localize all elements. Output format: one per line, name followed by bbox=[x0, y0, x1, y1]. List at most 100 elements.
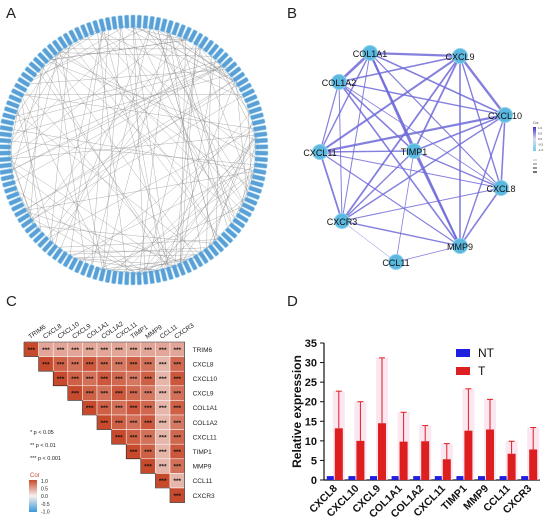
node-marker bbox=[253, 162, 268, 169]
network-node bbox=[2, 179, 16, 188]
node-marker bbox=[252, 168, 267, 175]
gene-node bbox=[362, 45, 378, 61]
network-edge bbox=[8, 31, 175, 160]
node-marker bbox=[232, 217, 246, 229]
network-node bbox=[252, 168, 267, 175]
node-marker bbox=[221, 56, 234, 69]
network-node bbox=[3, 185, 18, 194]
bar-t bbox=[421, 441, 430, 480]
node-marker bbox=[8, 196, 22, 206]
colorbar-title: Cor bbox=[30, 473, 40, 479]
significance-mark: *** bbox=[115, 434, 123, 441]
node-marker bbox=[98, 18, 107, 33]
node-marker bbox=[248, 185, 263, 194]
network-node bbox=[154, 16, 162, 31]
network-edge bbox=[114, 111, 253, 274]
network-edge bbox=[144, 45, 202, 275]
node-marker bbox=[28, 61, 42, 73]
significance-note: ** p < 0.01 bbox=[30, 443, 56, 449]
node-marker bbox=[207, 243, 220, 257]
node-marker bbox=[11, 88, 25, 98]
network-node bbox=[74, 26, 84, 41]
significance-mark: *** bbox=[101, 405, 109, 412]
legend-title: Cor bbox=[533, 121, 539, 125]
node-marker bbox=[176, 262, 186, 276]
node-marker bbox=[3, 185, 18, 194]
network-node bbox=[0, 125, 14, 132]
network-node bbox=[235, 77, 249, 88]
network-node bbox=[0, 137, 12, 144]
network-edge bbox=[179, 36, 186, 266]
network-node bbox=[148, 15, 155, 30]
network-node bbox=[68, 29, 79, 43]
colorbar-bar bbox=[29, 480, 37, 512]
significance-mark: *** bbox=[174, 449, 182, 456]
network-edge bbox=[338, 81, 415, 152]
bar-nt bbox=[478, 476, 485, 480]
network-node bbox=[11, 88, 25, 98]
network-edge bbox=[49, 42, 70, 244]
node-marker bbox=[187, 257, 198, 271]
node-marker bbox=[246, 100, 260, 109]
network-edge bbox=[8, 73, 233, 136]
network-edge bbox=[69, 164, 258, 258]
significance-mark: *** bbox=[101, 391, 109, 398]
gene-node-label: CXCL8 bbox=[486, 184, 515, 194]
significance-mark: *** bbox=[144, 405, 152, 412]
node-marker bbox=[37, 235, 50, 248]
network-edge bbox=[132, 24, 169, 270]
network-edge bbox=[114, 26, 237, 222]
node-marker bbox=[86, 264, 95, 279]
network-edge bbox=[23, 210, 186, 264]
network-node bbox=[42, 47, 54, 60]
network-edge bbox=[97, 30, 246, 206]
network-edge bbox=[91, 26, 152, 268]
network-node bbox=[244, 94, 258, 104]
colorbar-tick: -1.0 bbox=[41, 509, 50, 515]
node-marker bbox=[235, 212, 249, 223]
significance-mark: *** bbox=[130, 405, 138, 412]
row-label: MMP9 bbox=[193, 464, 212, 471]
network-node bbox=[62, 254, 73, 268]
network-node bbox=[198, 251, 209, 265]
node-marker bbox=[24, 66, 38, 78]
network-node bbox=[32, 231, 45, 244]
node-marker bbox=[104, 16, 112, 31]
node-marker bbox=[0, 131, 13, 138]
network-edge bbox=[120, 25, 243, 90]
network-node bbox=[46, 243, 59, 257]
network-edge bbox=[179, 34, 233, 226]
network-node bbox=[86, 264, 95, 279]
node-marker bbox=[74, 259, 84, 274]
network-node bbox=[252, 125, 267, 132]
significance-note: *** p < 0.001 bbox=[30, 456, 61, 462]
bar-t bbox=[486, 429, 494, 480]
node-marker bbox=[187, 29, 198, 43]
node-marker bbox=[198, 35, 209, 49]
network-edge bbox=[49, 56, 197, 258]
network-edge bbox=[30, 94, 246, 222]
network-node bbox=[165, 19, 174, 34]
significance-mark: *** bbox=[115, 391, 123, 398]
network-edge bbox=[10, 64, 225, 124]
network-node bbox=[254, 144, 269, 150]
node-marker bbox=[254, 156, 269, 163]
network-node bbox=[3, 106, 18, 115]
legend-tick: -0.5 bbox=[538, 143, 544, 147]
network-node bbox=[20, 71, 34, 83]
node-marker bbox=[111, 15, 118, 30]
network-node bbox=[8, 94, 22, 104]
network-node bbox=[221, 56, 234, 69]
network-node bbox=[111, 15, 118, 30]
significance-mark: *** bbox=[130, 361, 138, 368]
network-edge bbox=[102, 30, 169, 272]
node-marker bbox=[235, 77, 249, 88]
node-marker bbox=[80, 24, 90, 38]
node-marker bbox=[0, 137, 12, 144]
legend-tick: 1.0 bbox=[538, 126, 543, 130]
network-edge bbox=[413, 150, 461, 247]
network-edge bbox=[341, 220, 461, 247]
network-edge bbox=[413, 114, 506, 152]
network-node bbox=[42, 240, 54, 253]
